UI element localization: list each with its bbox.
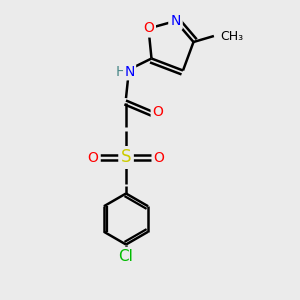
Text: O: O xyxy=(88,151,98,164)
Text: H: H xyxy=(116,65,126,79)
Text: Cl: Cl xyxy=(118,249,134,264)
Text: O: O xyxy=(154,151,164,164)
Text: S: S xyxy=(121,148,131,166)
Text: N: N xyxy=(170,14,181,28)
Text: O: O xyxy=(143,22,154,35)
Text: CH₃: CH₃ xyxy=(220,29,244,43)
Text: N: N xyxy=(124,65,135,79)
Text: O: O xyxy=(153,106,164,119)
